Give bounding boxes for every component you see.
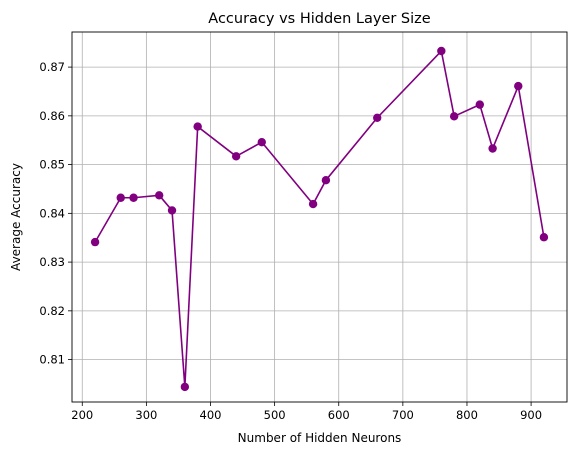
y-axis-ticks: 0.81 0.82 0.83 0.84 0.85 0.86 0.87 <box>39 60 72 367</box>
chart-title: Accuracy vs Hidden Layer Size <box>208 11 430 27</box>
data-point <box>373 113 382 122</box>
grid-lines <box>72 32 567 402</box>
x-tick-label: 500 <box>264 408 286 422</box>
data-point <box>308 199 318 209</box>
y-tick-label: 0.87 <box>39 60 65 74</box>
y-tick-label: 0.86 <box>39 109 65 123</box>
data-point <box>475 100 484 109</box>
x-tick-label: 200 <box>71 408 93 422</box>
y-tick-label: 0.83 <box>39 255 65 269</box>
data-point <box>231 152 241 161</box>
data-point <box>257 137 266 147</box>
x-axis-label: Number of Hidden Neurons <box>238 431 402 445</box>
data-point <box>193 122 202 131</box>
data-point <box>488 144 497 153</box>
data-point <box>90 237 100 247</box>
x-tick-label: 800 <box>456 408 478 422</box>
x-tick-label: 400 <box>200 408 222 422</box>
data-point <box>321 175 331 185</box>
x-tick-label: 700 <box>392 408 414 422</box>
plot-area-frame <box>71 31 568 403</box>
data-point <box>116 193 125 202</box>
data-point <box>167 206 177 215</box>
data-point <box>449 112 459 121</box>
y-tick-label: 0.81 <box>39 353 65 367</box>
x-tick-label: 300 <box>135 408 157 422</box>
data-point <box>437 46 446 56</box>
data-point <box>514 81 523 91</box>
x-axis-ticks: 200 300 400 500 600 700 800 900 <box>71 402 542 422</box>
y-tick-label: 0.85 <box>39 158 65 172</box>
data-point <box>129 193 138 202</box>
data-point <box>180 382 190 392</box>
x-tick-label: 900 <box>520 408 542 422</box>
y-tick-label: 0.84 <box>39 206 65 220</box>
data-point <box>539 233 549 242</box>
series-line <box>94 50 545 388</box>
y-tick-label: 0.82 <box>39 304 65 318</box>
series-group <box>90 46 549 392</box>
y-axis-label: Average Accuracy <box>9 163 23 271</box>
x-tick-label: 600 <box>328 408 350 422</box>
data-point <box>155 191 164 200</box>
